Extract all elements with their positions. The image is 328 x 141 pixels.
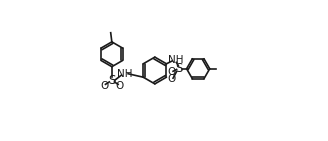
Text: O: O [115,81,124,91]
Text: S: S [175,62,183,75]
Text: NH: NH [117,70,132,79]
Text: O: O [100,81,108,91]
Text: O: O [167,74,175,84]
Text: S: S [108,74,115,87]
Text: O: O [167,67,175,77]
Text: NH: NH [168,55,183,65]
